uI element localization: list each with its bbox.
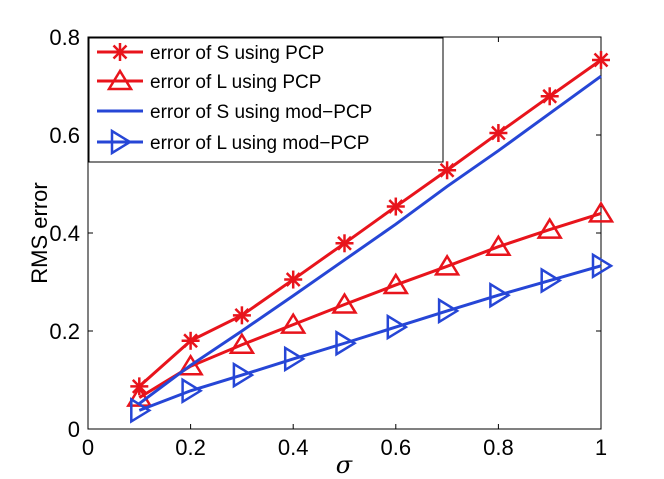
data-point	[130, 397, 152, 424]
series-line	[138, 264, 602, 412]
data-point	[283, 345, 306, 373]
series-2	[138, 74, 602, 405]
legend-marker	[106, 68, 134, 91]
data-point	[232, 306, 251, 325]
data-point	[331, 292, 358, 314]
x-tick-label: 1	[595, 435, 607, 460]
legend-marker	[110, 128, 133, 156]
legend-entry-1: error of L using PCP	[97, 68, 321, 93]
x-tick-label: 0.6	[381, 435, 412, 460]
data-point	[587, 201, 615, 223]
data-point	[540, 87, 559, 106]
data-point	[433, 253, 461, 276]
x-axis-label: σ	[336, 451, 353, 479]
data-point	[386, 197, 405, 216]
series-3	[130, 252, 614, 424]
series-line	[138, 211, 602, 399]
legend-entry-2: error of S using mod−PCP	[97, 102, 372, 123]
data-point	[335, 234, 354, 253]
legend: error of S using PCP error of L using PCP…	[88, 37, 444, 163]
legend-entry-3: error of L using mod−PCP	[97, 128, 369, 156]
data-point	[177, 353, 204, 376]
y-tick-label: 0.4	[49, 221, 80, 246]
y-tick-label: 0	[68, 417, 80, 442]
legend-label: error of L using mod−PCP	[150, 133, 369, 154]
data-point	[591, 252, 614, 280]
y-axis-label: RMS error	[27, 182, 52, 283]
legend-entries: error of S using PCP error of L using PCP…	[97, 43, 372, 156]
y-tick-label: 0.2	[49, 319, 80, 344]
data-point	[592, 51, 610, 70]
x-tick-label: 0.4	[278, 435, 309, 460]
y-tick-label: 0.6	[49, 123, 80, 148]
x-tick-labels: 0 0.2 0.4 0.6 0.8 1	[82, 435, 607, 460]
data-point	[438, 161, 457, 180]
series-line	[138, 74, 602, 405]
legend-label: error of L using PCP	[150, 72, 321, 93]
data-point	[382, 272, 410, 295]
data-point	[181, 331, 200, 350]
data-point	[335, 330, 357, 357]
legend-box	[88, 37, 444, 163]
x-tick-label: 0.8	[483, 435, 514, 460]
x-tick-label: 0	[82, 435, 94, 460]
data-point	[437, 297, 460, 325]
y-tick-label: 0.8	[49, 25, 80, 50]
y-tick-labels: 0 0.2 0.4 0.6 0.8	[49, 25, 80, 442]
data-point	[536, 217, 563, 239]
series-layer	[126, 51, 615, 424]
legend-label: error of S using PCP	[150, 43, 324, 64]
data-point	[540, 267, 563, 294]
data-point	[228, 332, 256, 354]
data-point	[284, 270, 303, 289]
legend-entry-0: error of S using PCP	[97, 43, 324, 64]
data-point	[489, 124, 508, 143]
data-point	[279, 312, 307, 334]
legend-marker	[111, 43, 129, 61]
data-point	[181, 377, 203, 405]
series-0	[130, 51, 610, 396]
data-point	[489, 282, 511, 309]
series-line	[138, 58, 602, 388]
data-point	[485, 234, 512, 256]
x-tick-label: 0.2	[175, 435, 206, 460]
data-point	[232, 361, 255, 389]
data-point	[386, 313, 409, 341]
legend-label: error of S using mod−PCP	[150, 102, 372, 123]
